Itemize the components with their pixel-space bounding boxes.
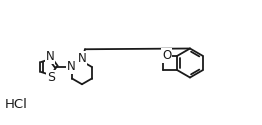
Text: HCl: HCl xyxy=(4,98,27,112)
Text: N: N xyxy=(46,50,54,63)
Text: O: O xyxy=(162,49,171,62)
Text: S: S xyxy=(47,71,55,84)
Text: N: N xyxy=(67,60,76,73)
Text: N: N xyxy=(78,52,86,65)
